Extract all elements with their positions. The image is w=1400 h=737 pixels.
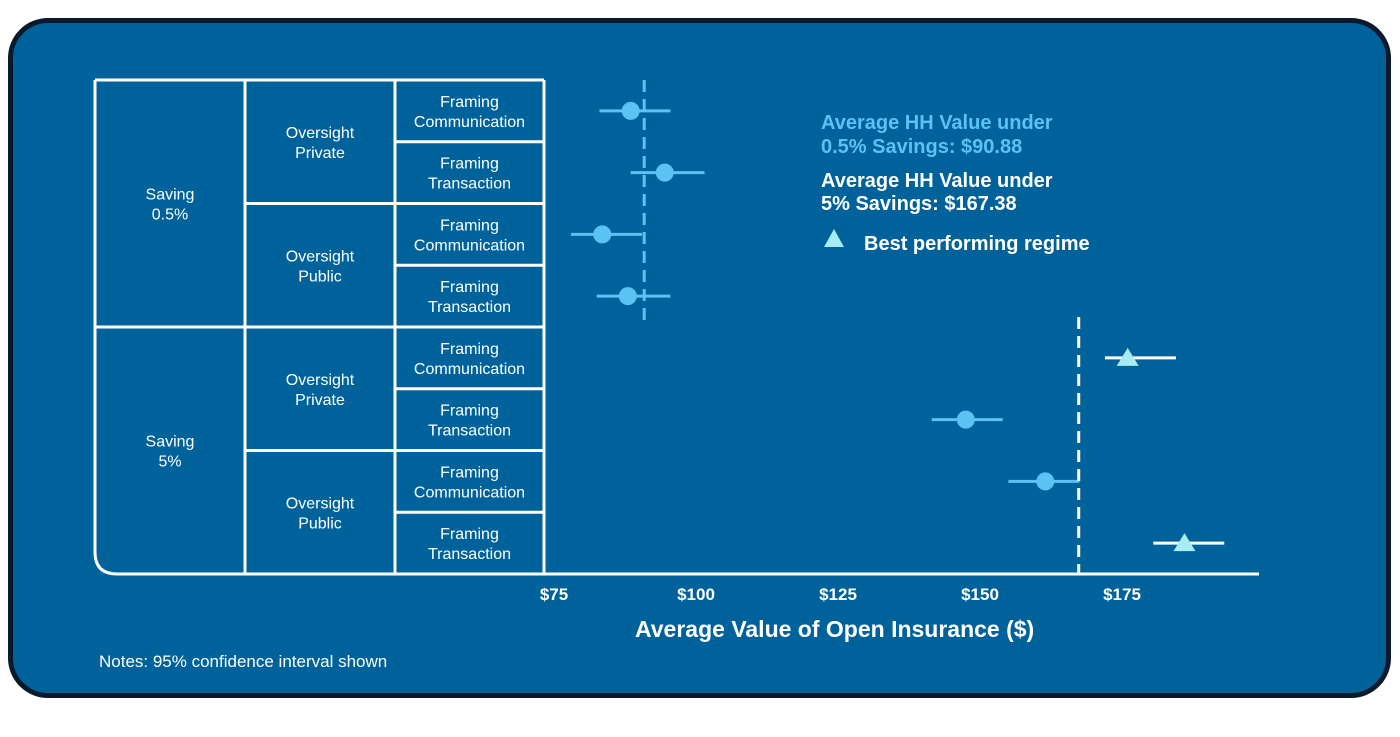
x-tick-label: $75 [540,585,568,604]
x-axis-title: Average Value of Open Insurance ($) [635,616,1034,642]
best-regime-marker [1173,533,1196,552]
ref-label-5-line1: Average HH Value under [821,170,1053,192]
group-label: Saving 5% [146,434,195,471]
subgroup-label: Oversight Private [286,125,355,162]
estimate-point [621,101,640,120]
row-label: Framing Transaction [428,526,511,563]
best-regime-marker [1116,347,1139,366]
row-label: Framing Communication [414,464,525,501]
row-label: Framing Communication [414,217,525,254]
ref-label-05-line2: 0.5% Savings: $90.88 [821,136,1022,158]
row-label: Framing Communication [414,341,525,378]
forest-plot: Saving 0.5% Oversight Private Framing Communi… [93,78,1259,671]
legend-label: Best performing regime [864,233,1090,255]
group-label: Saving 0.5% [146,187,195,224]
label-table: Saving 0.5% Oversight Private Framing Communi… [93,78,546,576]
ref-label-5-line2: 5% Savings: $167.38 [821,193,1017,215]
estimate-point [593,225,612,244]
table-left-border [93,80,544,576]
chart-note: Notes: 95% confidence interval shown [99,652,387,671]
legend-triangle-icon [824,229,844,247]
ref-label-05-line1: Average HH Value under [821,112,1053,134]
x-tick-label: $100 [677,585,715,604]
x-tick-label: $150 [961,585,999,604]
estimate-point [655,163,674,182]
chart-panel: Saving 0.5% Oversight Private Framing Communi… [8,18,1391,698]
x-tick-label: $125 [819,585,857,604]
row-label: Framing Transaction [428,279,511,316]
row-label: Framing Communication [414,94,525,131]
subgroup-label: Oversight Public [286,248,355,285]
estimate-point [1036,472,1055,491]
subgroup-label: Oversight Public [286,495,355,532]
row-label: Framing Transaction [428,403,511,440]
subgroup-label: Oversight Private [286,372,355,409]
row-label: Framing Transaction [428,156,511,193]
estimate-point [618,287,637,306]
x-tick-label: $175 [1103,585,1141,604]
plot-area: $75 $100 $125 $150 $175 [540,80,1259,604]
estimate-point [956,410,975,429]
